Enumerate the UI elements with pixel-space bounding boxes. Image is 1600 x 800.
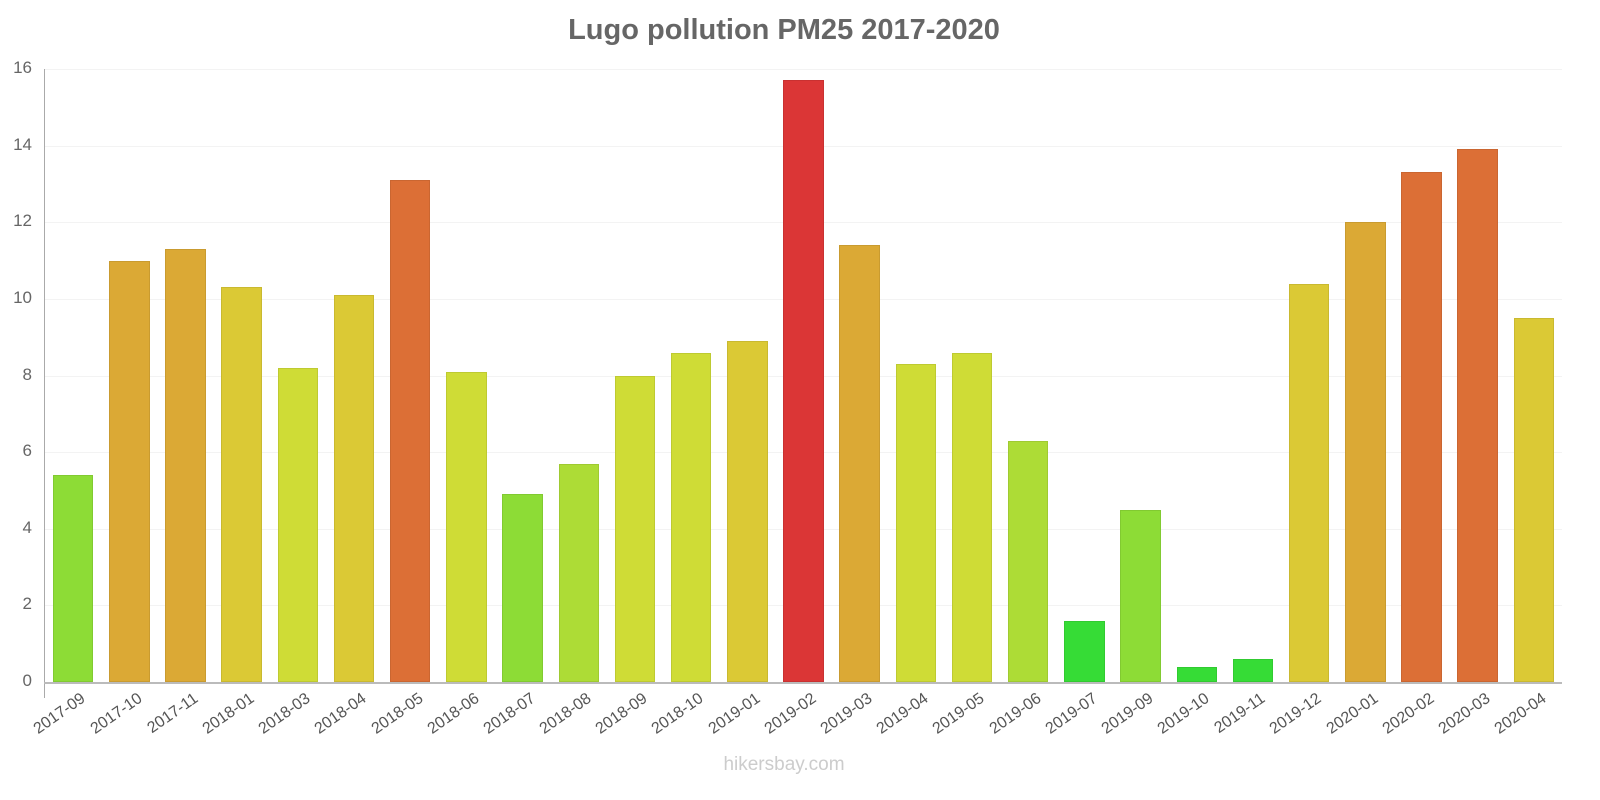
x-tick-label: 2019-12	[1267, 690, 1325, 738]
chart-title: Lugo pollution PM25 2017-2020	[568, 14, 1000, 46]
x-tick-label: 2018-01	[199, 690, 258, 738]
x-tick-label: 2019-06	[986, 690, 1045, 738]
x-tick-label: 2017-10	[87, 690, 146, 738]
bar-2019-05[interactable]	[951, 352, 993, 682]
bar-2019-01[interactable]	[727, 341, 768, 682]
bar-2018-07[interactable]	[502, 494, 543, 682]
y-tick-label: 4	[22, 517, 32, 537]
bar-2018-08[interactable]	[558, 463, 599, 682]
x-tick-label: 2018-06	[424, 690, 483, 738]
bar-2019-12[interactable]	[1288, 283, 1330, 682]
bar-2019-04[interactable]	[895, 364, 937, 682]
y-tick-label: 16	[13, 58, 32, 77]
x-tick-label: 2019-10	[1154, 690, 1213, 738]
x-tick-label: 2018-05	[368, 690, 426, 738]
x-tick-label: 2018-08	[536, 690, 595, 738]
x-tick-label: 2019-11	[1211, 690, 1269, 737]
bar-2018-06[interactable]	[446, 371, 487, 682]
bar-2017-10[interactable]	[109, 260, 150, 682]
x-tick-label: 2020-01	[1323, 690, 1382, 738]
bar-2017-09[interactable]	[52, 475, 94, 682]
x-tick-label: 2020-02	[1379, 690, 1438, 738]
x-tick-label: 2018-09	[592, 690, 651, 738]
bar-2020-03[interactable]	[1457, 149, 1498, 682]
bar-2019-11[interactable]	[1232, 659, 1274, 682]
y-tick-label: 0	[22, 671, 32, 690]
y-tick-label: 2	[22, 594, 32, 614]
bar-2019-03[interactable]	[839, 245, 880, 682]
y-tick-label: 6	[22, 441, 32, 461]
bar-2019-10[interactable]	[1176, 666, 1218, 682]
x-tick-label: 2019-01	[705, 690, 764, 738]
x-tick-label: 2019-03	[817, 690, 876, 738]
x-tick-label: 2019-07	[1042, 690, 1101, 738]
bar-2019-09[interactable]	[1120, 509, 1161, 682]
bar-2020-02[interactable]	[1401, 172, 1442, 682]
bar-2019-07[interactable]	[1064, 620, 1105, 682]
bar-2019-02[interactable]	[783, 80, 824, 682]
x-tick-label: 2020-03	[1435, 690, 1494, 738]
x-axis-line	[44, 682, 1562, 684]
x-tick-label: 2017-11	[144, 690, 202, 737]
y-tick-label: 8	[22, 364, 32, 384]
x-tick-label: 2018-03	[255, 690, 314, 738]
bar-2018-10[interactable]	[670, 352, 712, 682]
bar-2018-03[interactable]	[277, 367, 319, 682]
bar-2017-11[interactable]	[165, 249, 206, 682]
bar-2020-01[interactable]	[1345, 222, 1386, 682]
bar-2018-05[interactable]	[389, 180, 431, 682]
x-tick-label: 2019-09	[1098, 690, 1157, 738]
y-tick-label: 12	[13, 211, 32, 231]
bar-2019-06[interactable]	[1008, 440, 1049, 682]
x-tick-label: 2019-05	[929, 690, 988, 738]
watermark: hikersbay.com	[723, 754, 845, 775]
y-axis-line	[44, 69, 45, 698]
y-tick-label: 14	[13, 134, 32, 154]
x-tick-label: 2020-04	[1491, 690, 1550, 738]
x-tick-label: 2018-10	[649, 690, 707, 738]
bar-2020-04[interactable]	[1513, 318, 1555, 682]
bar-2018-09[interactable]	[614, 375, 656, 682]
x-tick-label: 2018-07	[480, 690, 539, 738]
bar-2018-01[interactable]	[221, 287, 262, 682]
x-tick-label: 2017-09	[30, 690, 89, 738]
x-tick-label: 2019-02	[761, 690, 820, 738]
plot-area	[45, 69, 1562, 683]
x-tick-label: 2018-04	[311, 690, 370, 738]
gridline	[45, 69, 1562, 70]
x-tick-label: 2019-04	[873, 690, 932, 738]
bar-2018-04[interactable]	[333, 295, 375, 682]
y-tick-label: 10	[13, 287, 32, 307]
